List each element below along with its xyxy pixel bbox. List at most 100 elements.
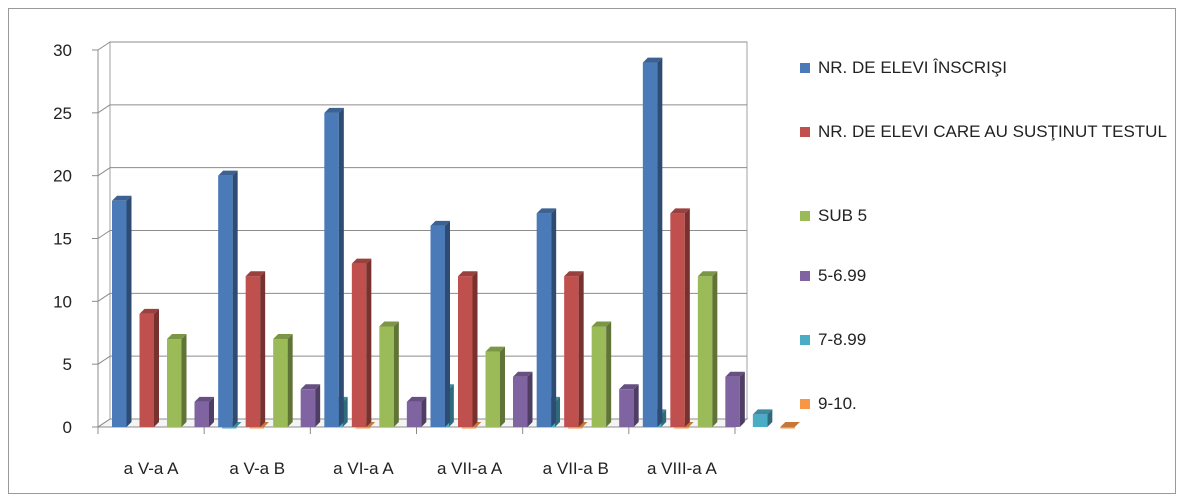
bar bbox=[568, 427, 583, 429]
legend-swatch bbox=[800, 399, 810, 409]
bar-side bbox=[555, 396, 560, 427]
bar-top bbox=[642, 57, 663, 63]
legend-label: 7-8.99 bbox=[818, 330, 867, 349]
bar bbox=[139, 313, 154, 427]
bar-top bbox=[564, 271, 584, 277]
gridline-side bbox=[97, 292, 111, 302]
bar-side bbox=[739, 371, 745, 427]
bar bbox=[674, 427, 689, 429]
bar bbox=[642, 62, 658, 428]
bar bbox=[725, 376, 740, 427]
bar bbox=[458, 276, 473, 427]
bar-top bbox=[780, 422, 800, 427]
bar-top bbox=[430, 220, 450, 226]
legend-label: SUB 5 bbox=[818, 206, 868, 225]
bar-side bbox=[712, 271, 718, 427]
bar-top bbox=[697, 271, 718, 277]
bar-side bbox=[421, 396, 427, 427]
bar bbox=[752, 414, 768, 427]
bar bbox=[355, 427, 371, 429]
legend-swatch bbox=[800, 335, 810, 345]
legend-item: 9-10. bbox=[800, 392, 1168, 416]
x-tick-label: a VI-a A bbox=[333, 459, 394, 478]
legend-label: 5-6.99 bbox=[818, 266, 867, 285]
x-tick-label: a VII-a A bbox=[437, 459, 503, 478]
bar bbox=[591, 326, 607, 427]
bar bbox=[485, 351, 500, 427]
bar-top bbox=[300, 384, 321, 390]
x-tick-label: a VIII-a A bbox=[647, 459, 718, 478]
bar bbox=[513, 376, 528, 427]
bar-side bbox=[366, 258, 372, 427]
bar bbox=[619, 389, 634, 427]
legend-swatch bbox=[800, 271, 810, 281]
bar-top bbox=[725, 371, 745, 377]
gridline-side bbox=[97, 41, 111, 51]
bar-top bbox=[379, 321, 399, 327]
legend-swatch bbox=[800, 127, 810, 137]
bar-top bbox=[351, 258, 372, 264]
bar-top bbox=[513, 371, 533, 377]
bar-top bbox=[273, 334, 293, 340]
bar-side bbox=[661, 409, 667, 427]
bar bbox=[218, 175, 233, 427]
bar-top bbox=[245, 271, 266, 277]
bar-top bbox=[536, 208, 557, 214]
bar-side bbox=[260, 271, 266, 427]
bar bbox=[536, 213, 552, 427]
bar bbox=[564, 276, 579, 427]
bar-top bbox=[194, 396, 214, 402]
bar-top bbox=[324, 107, 344, 113]
y-tick-label: 20 bbox=[53, 167, 72, 186]
bar-side bbox=[126, 195, 132, 427]
gridline-side bbox=[97, 104, 111, 114]
legend-item: SUB 5 bbox=[800, 204, 1168, 228]
bar bbox=[194, 401, 209, 427]
x-tick-label: a VII-a B bbox=[543, 459, 609, 478]
bar bbox=[379, 326, 394, 427]
bar bbox=[461, 427, 477, 429]
bar bbox=[249, 427, 264, 429]
legend-item: 5-6.99 bbox=[800, 264, 1168, 288]
legend-item: 7-8.99 bbox=[800, 328, 1168, 352]
legend-item: NR. DE ELEVI CARE AU SUSŢINUT TESTUL bbox=[800, 120, 1168, 144]
bar bbox=[112, 200, 127, 427]
bar bbox=[273, 339, 288, 427]
y-tick-label: 15 bbox=[53, 230, 72, 249]
bar-side bbox=[448, 384, 454, 427]
gridline-side bbox=[97, 418, 111, 428]
bar-top bbox=[139, 308, 159, 314]
bar bbox=[670, 213, 685, 427]
bar bbox=[222, 427, 237, 429]
x-tick-label: a V-a B bbox=[229, 459, 285, 478]
y-tick-label: 5 bbox=[63, 355, 72, 374]
legend-item: NR. DE ELEVI ÎNSCRIŞI bbox=[800, 56, 1168, 80]
bar-side bbox=[767, 409, 773, 427]
bar bbox=[406, 401, 422, 427]
bar-side bbox=[181, 334, 187, 427]
bar bbox=[697, 276, 713, 427]
bar-side bbox=[657, 57, 663, 428]
bar-side bbox=[500, 346, 505, 427]
bar bbox=[245, 276, 261, 427]
bar-top bbox=[591, 321, 612, 327]
y-tick-label: 25 bbox=[53, 104, 72, 123]
bar-side bbox=[633, 384, 639, 427]
bar-side bbox=[232, 170, 238, 427]
bar-top bbox=[485, 346, 505, 352]
y-tick-label: 10 bbox=[53, 292, 72, 311]
bar bbox=[351, 263, 367, 427]
bar-top bbox=[670, 208, 690, 214]
bar-top bbox=[167, 334, 187, 340]
gridline-side bbox=[97, 355, 111, 365]
bar-side bbox=[209, 396, 214, 427]
bar-side bbox=[551, 208, 557, 427]
bar-top bbox=[752, 409, 773, 415]
bar-side bbox=[315, 384, 321, 427]
bar-side bbox=[684, 208, 690, 427]
bar-side bbox=[578, 271, 584, 427]
x-tick-label: a V-a A bbox=[124, 459, 179, 478]
bar-side bbox=[338, 107, 344, 427]
bar-top bbox=[619, 384, 639, 390]
